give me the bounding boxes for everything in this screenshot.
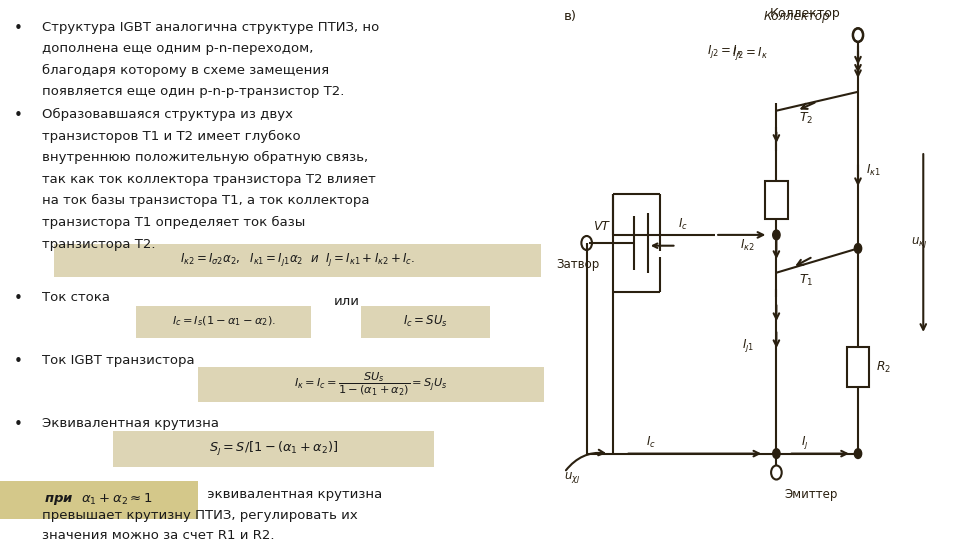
FancyBboxPatch shape bbox=[55, 244, 540, 277]
Text: в): в) bbox=[564, 10, 577, 23]
Text: так как ток коллектора транзистора Т2 влияет: так как ток коллектора транзистора Т2 вл… bbox=[42, 173, 376, 186]
Text: $R_2$: $R_2$ bbox=[876, 360, 891, 375]
Text: $I_c=SU_s$: $I_c=SU_s$ bbox=[403, 314, 448, 329]
Text: Образовавшаяся структура из двух: Образовавшаяся структура из двух bbox=[42, 108, 293, 121]
Text: превышает крутизну ПТИЗ, регулировать их: превышает крутизну ПТИЗ, регулировать их bbox=[42, 509, 358, 522]
Text: дополнена еще одним p-n-переходом,: дополнена еще одним p-n-переходом, bbox=[42, 42, 314, 55]
FancyBboxPatch shape bbox=[136, 306, 311, 338]
Text: $I_\jmath$: $I_\jmath$ bbox=[801, 434, 808, 451]
Circle shape bbox=[773, 449, 780, 458]
Text: $I_{\mathit{\jmath}2}=I_{\kappa}$: $I_{\mathit{\jmath}2}=I_{\kappa}$ bbox=[732, 45, 768, 63]
FancyBboxPatch shape bbox=[198, 367, 543, 402]
Text: •: • bbox=[14, 291, 23, 306]
Text: $I_{\kappa2}=I_{\sigma2}\alpha_2,\ \ I_{\kappa1}=I_{\jmath1}\alpha_2\ $ и $\ I_\: $I_{\kappa2}=I_{\sigma2}\alpha_2,\ \ I_{… bbox=[180, 252, 416, 268]
Text: благодаря которому в схеме замещения: благодаря которому в схеме замещения bbox=[42, 64, 329, 77]
Text: Затвор: Затвор bbox=[556, 258, 599, 271]
Text: транзисторов Т1 и Т2 имеет глубоко: транзисторов Т1 и Т2 имеет глубоко bbox=[42, 130, 300, 143]
Text: Ток IGBT транзистора: Ток IGBT транзистора bbox=[42, 354, 195, 367]
Text: Коллектор: Коллектор bbox=[763, 10, 830, 23]
Text: $u_{\chi\jmath}$: $u_{\chi\jmath}$ bbox=[564, 470, 581, 485]
Text: транзистора Т2.: транзистора Т2. bbox=[42, 238, 156, 251]
Text: Эквивалентная крутизна: Эквивалентная крутизна bbox=[42, 417, 219, 430]
Text: внутреннюю положительную обратную связь,: внутреннюю положительную обратную связь, bbox=[42, 151, 369, 164]
Text: $S_\jmath=S/[1-(\alpha_1+\alpha_2)]$: $S_\jmath=S/[1-(\alpha_1+\alpha_2)]$ bbox=[209, 440, 339, 457]
Text: значения можно за счет R1 и R2.: значения можно за счет R1 и R2. bbox=[42, 529, 275, 540]
FancyBboxPatch shape bbox=[113, 431, 434, 467]
Text: $I_c$: $I_c$ bbox=[646, 435, 656, 450]
Circle shape bbox=[854, 244, 862, 253]
Text: Эмиттер: Эмиттер bbox=[784, 488, 838, 501]
Text: $I_c=I_s(1-\alpha_1-\alpha_2).$: $I_c=I_s(1-\alpha_1-\alpha_2).$ bbox=[172, 314, 276, 328]
Text: $I_{\jmath1}$: $I_{\jmath1}$ bbox=[742, 337, 754, 354]
FancyBboxPatch shape bbox=[361, 306, 491, 338]
Text: $I_{\kappa2}$: $I_{\kappa2}$ bbox=[740, 238, 755, 253]
Text: •: • bbox=[14, 21, 23, 36]
Text: на ток базы транзистора Т1, а ток коллектора: на ток базы транзистора Т1, а ток коллек… bbox=[42, 194, 370, 207]
Text: $u_{\kappa\jmath}$: $u_{\kappa\jmath}$ bbox=[911, 235, 927, 251]
Text: Структура IGBT аналогична структуре ПТИЗ, но: Структура IGBT аналогична структуре ПТИЗ… bbox=[42, 21, 379, 33]
Text: или: или bbox=[334, 295, 360, 308]
Bar bbox=[847, 347, 869, 388]
Text: •: • bbox=[14, 354, 23, 369]
Text: VT: VT bbox=[592, 220, 609, 233]
Text: $I_{\jmath2}=I_{\kappa}$: $I_{\jmath2}=I_{\kappa}$ bbox=[707, 43, 743, 60]
Text: эквивалентная крутизна: эквивалентная крутизна bbox=[204, 488, 382, 501]
FancyBboxPatch shape bbox=[0, 481, 199, 519]
Text: $I_\kappa=I_c=\dfrac{SU_s}{1-(\alpha_1+\alpha_2)}=S_\jmath U_{s}$: $I_\kappa=I_c=\dfrac{SU_s}{1-(\alpha_1+\… bbox=[294, 370, 447, 397]
Circle shape bbox=[773, 230, 780, 240]
Text: •: • bbox=[14, 417, 23, 432]
Text: появляется еще один p-n-р-транзистор Т2.: появляется еще один p-n-р-транзистор Т2. bbox=[42, 85, 345, 98]
Text: транзистора Т1 определяет ток базы: транзистора Т1 определяет ток базы bbox=[42, 216, 305, 229]
Text: •: • bbox=[14, 108, 23, 123]
Circle shape bbox=[854, 449, 862, 458]
Text: Коллектор: Коллектор bbox=[770, 7, 840, 20]
Text: $I_c$: $I_c$ bbox=[679, 217, 688, 232]
Text: $T_1$: $T_1$ bbox=[799, 273, 813, 288]
Text: $I_{\kappa1}$: $I_{\kappa1}$ bbox=[866, 163, 881, 178]
Text: при  $\alpha_1+\alpha_2\approx 1$: при $\alpha_1+\alpha_2\approx 1$ bbox=[44, 491, 153, 507]
Text: $T_2$: $T_2$ bbox=[799, 111, 813, 126]
Text: Ток стока: Ток стока bbox=[42, 291, 110, 303]
Bar bbox=[765, 181, 787, 219]
